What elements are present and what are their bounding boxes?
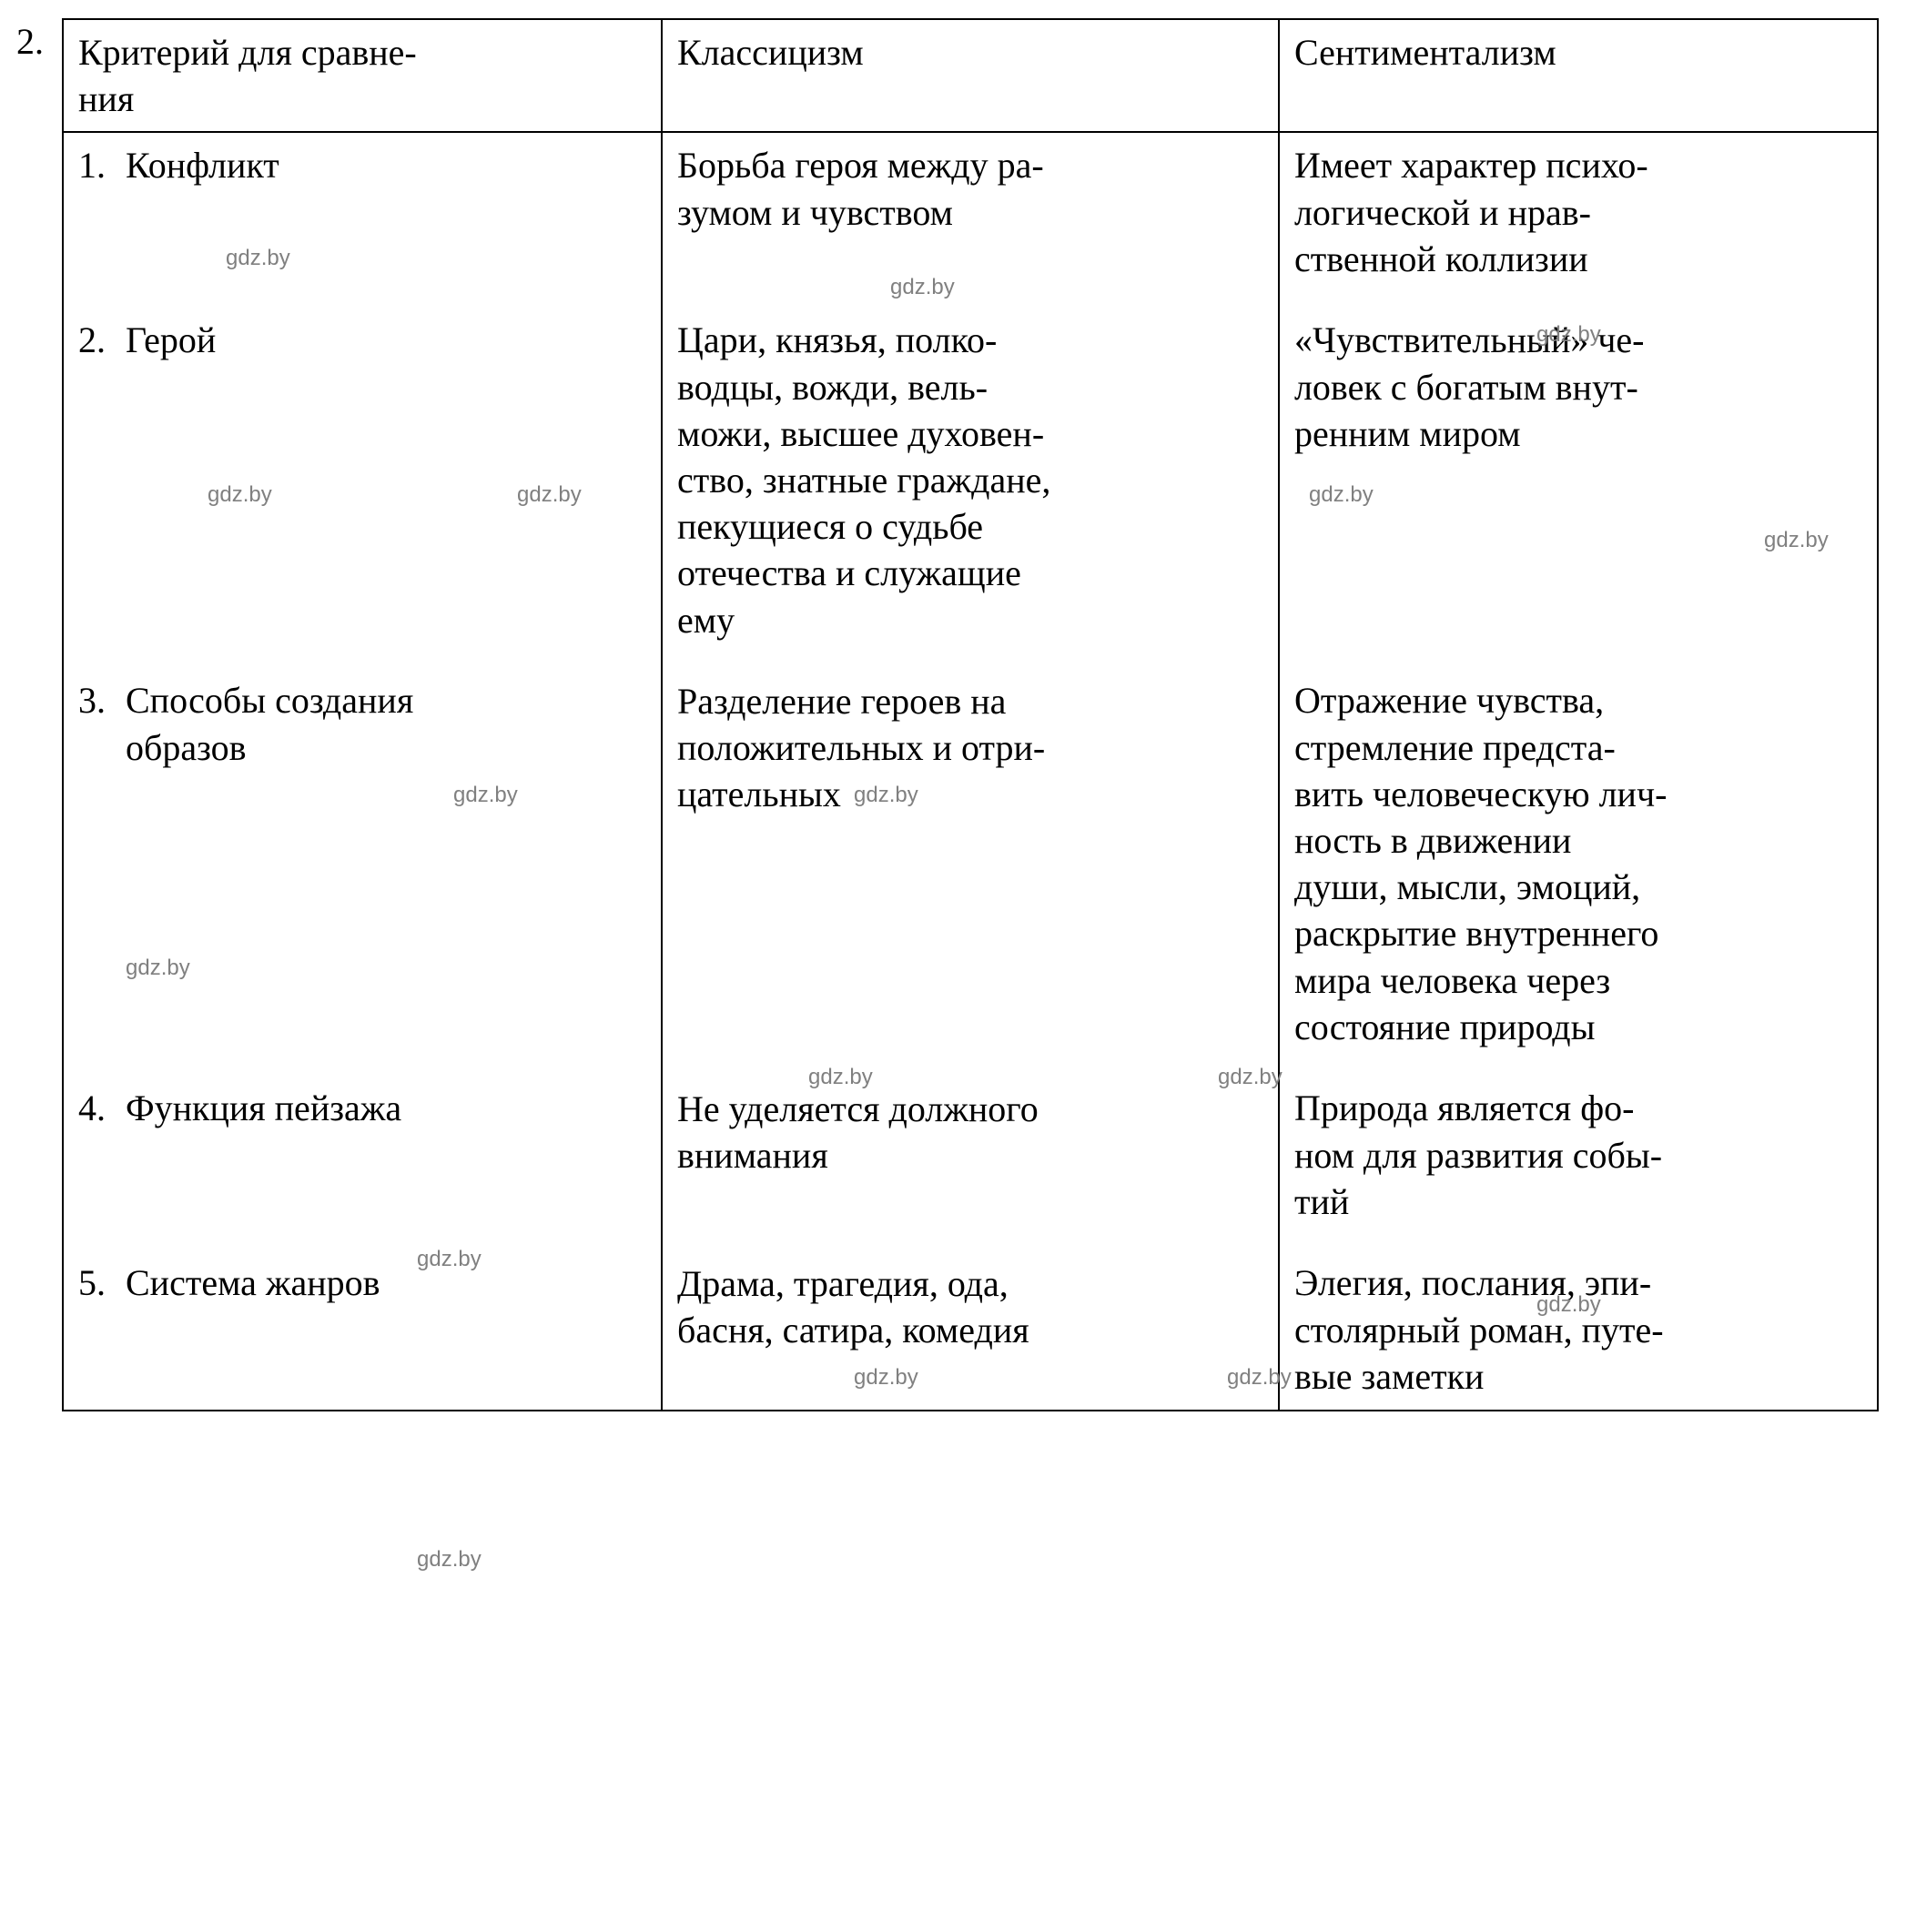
criteria-text: Функция пейзажа [126,1085,646,1131]
classicism-item: Разделение героев наположительных и отри… [677,678,1263,1051]
classicism-item: Не уделяется должноговнимания [677,1086,1263,1226]
criteria-cell: 1.Конфликт 2.Герой 3.Способы созданияобраз… [63,132,662,1410]
criteria-item: 3.Способы созданияобразов [78,677,646,1050]
comparison-table: Критерий для сравне-ния Классицизм Сенти… [62,18,1879,1411]
criteria-text: Система жанров [126,1259,646,1306]
criteria-number: 5. [78,1259,126,1306]
sentimentalism-cell: Имеет характер психо-логической и нрав-с… [1279,132,1878,1410]
classicism-cell: Борьба героя между ра-зумом и чувством Ца… [662,132,1279,1410]
criteria-number: 1. [78,142,126,188]
list-item-number: 2. [16,20,44,63]
criteria-text: Герой [126,317,646,363]
header-sentimentalism: Сентиментализм [1279,19,1878,132]
table-header-row: Критерий для сравне-ния Классицизм Сенти… [63,19,1878,132]
comparison-table-wrapper: Критерий для сравне-ния Классицизм Сенти… [62,18,1879,1411]
sentimentalism-item: «Чувствительный» че-ловек с богатым внут… [1294,317,1862,642]
header-classicism: Классицизм [662,19,1279,132]
classicism-item: Борьба героя между ра-зумом и чувством [677,142,1263,282]
classicism-item: Цари, князья, полко-водцы, вожди, вель-м… [677,317,1263,642]
watermark-text: gdz.by [417,1547,482,1573]
classicism-item: Драма, трагедия, ода,басня, сатира, коме… [677,1260,1263,1401]
criteria-number: 2. [78,317,126,363]
criteria-text: Конфликт [126,142,646,188]
criteria-item: 4.Функция пейзажа [78,1085,646,1225]
criteria-number: 4. [78,1085,126,1131]
criteria-item: 5.Система жанров [78,1259,646,1400]
table-body-row: 1.Конфликт 2.Герой 3.Способы созданияобраз… [63,132,1878,1410]
criteria-number: 3. [78,677,126,770]
sentimentalism-item: Элегия, послания, эпи-столярный роман, п… [1294,1259,1862,1400]
criteria-text: Способы созданияобразов [126,677,646,770]
criteria-item: 2.Герой [78,317,646,642]
sentimentalism-item: Природа является фо-ном для развития соб… [1294,1085,1862,1225]
header-criteria: Критерий для сравне-ния [63,19,662,132]
sentimentalism-item: Отражение чувства,стремление предста-вит… [1294,677,1862,1050]
criteria-item: 1.Конфликт [78,142,646,282]
sentimentalism-item: Имеет характер психо-логической и нрав-с… [1294,142,1862,282]
